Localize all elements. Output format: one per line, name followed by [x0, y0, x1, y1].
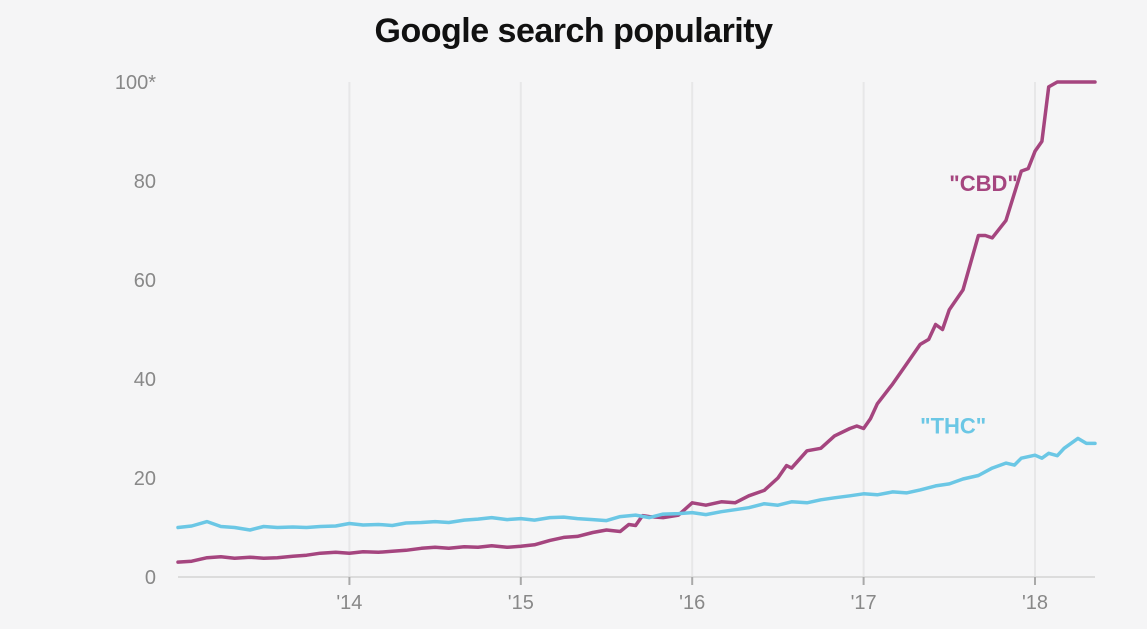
y-tick-label: 80	[134, 171, 156, 193]
y-tick-label: 100*	[115, 72, 156, 94]
y-tick-label: 40	[134, 369, 156, 391]
y-tick-label: 60	[134, 270, 156, 292]
series-cbd	[178, 82, 1095, 562]
y-tick-label: 0	[145, 567, 156, 589]
series-label-thc: "THC"	[920, 413, 986, 438]
x-tick-label: '16	[679, 592, 705, 614]
x-tick-label: '15	[508, 592, 534, 614]
x-tick-label: '14	[336, 592, 362, 614]
y-tick-label: 20	[134, 468, 156, 490]
chart-container: Google search popularity '14'15'16'17'18…	[0, 0, 1147, 629]
x-tick-label: '18	[1022, 592, 1048, 614]
line-chart: '14 '15 '16 '17 '18 0 20 40 60 80 100* "CBD" "THC"	[0, 0, 1147, 629]
series-label-cbd: "CBD"	[949, 171, 1018, 196]
series-thc	[178, 438, 1095, 530]
x-tick-label: '17	[851, 592, 877, 614]
